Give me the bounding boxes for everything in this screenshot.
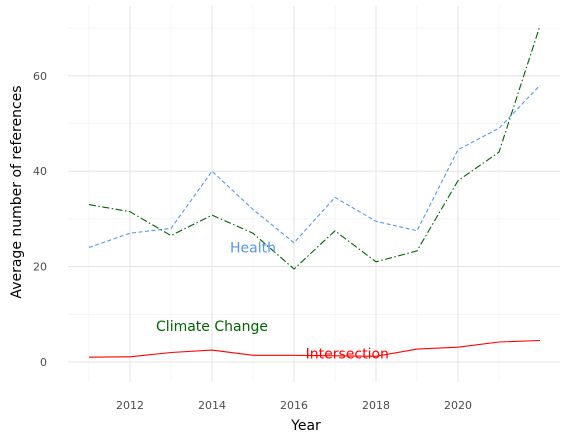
series-label-health: Health — [230, 241, 276, 257]
y-axis-title: Average number of references — [9, 85, 25, 298]
y-tick-label: 0 — [40, 356, 47, 369]
series-labels: Health Climate Change Intersection — [156, 241, 389, 363]
series-label-intersection: Intersection — [306, 346, 389, 362]
x-tick-label: 2014 — [198, 399, 226, 412]
y-tick-label: 60 — [33, 70, 47, 83]
major-gridlines — [68, 6, 560, 382]
series-lines — [88, 25, 541, 358]
x-tick-label: 2020 — [444, 399, 472, 412]
x-tick-label: 2012 — [116, 399, 144, 412]
x-axis-title: Year — [290, 418, 321, 434]
series-line-health — [88, 84, 541, 249]
series-label-climate-change: Climate Change — [156, 319, 268, 335]
x-tick-label: 2018 — [362, 399, 390, 412]
y-tick-label: 20 — [33, 261, 47, 274]
minor-gridlines — [68, 6, 560, 382]
x-tick-labels: 2012 2014 2016 2018 2020 — [116, 399, 472, 412]
series-line-climate-change — [88, 25, 541, 270]
x-tick-label: 2016 — [280, 399, 308, 412]
y-tick-labels: 0 20 40 60 — [33, 70, 47, 369]
series-line-intersection — [88, 339, 541, 358]
y-tick-label: 40 — [33, 165, 47, 178]
